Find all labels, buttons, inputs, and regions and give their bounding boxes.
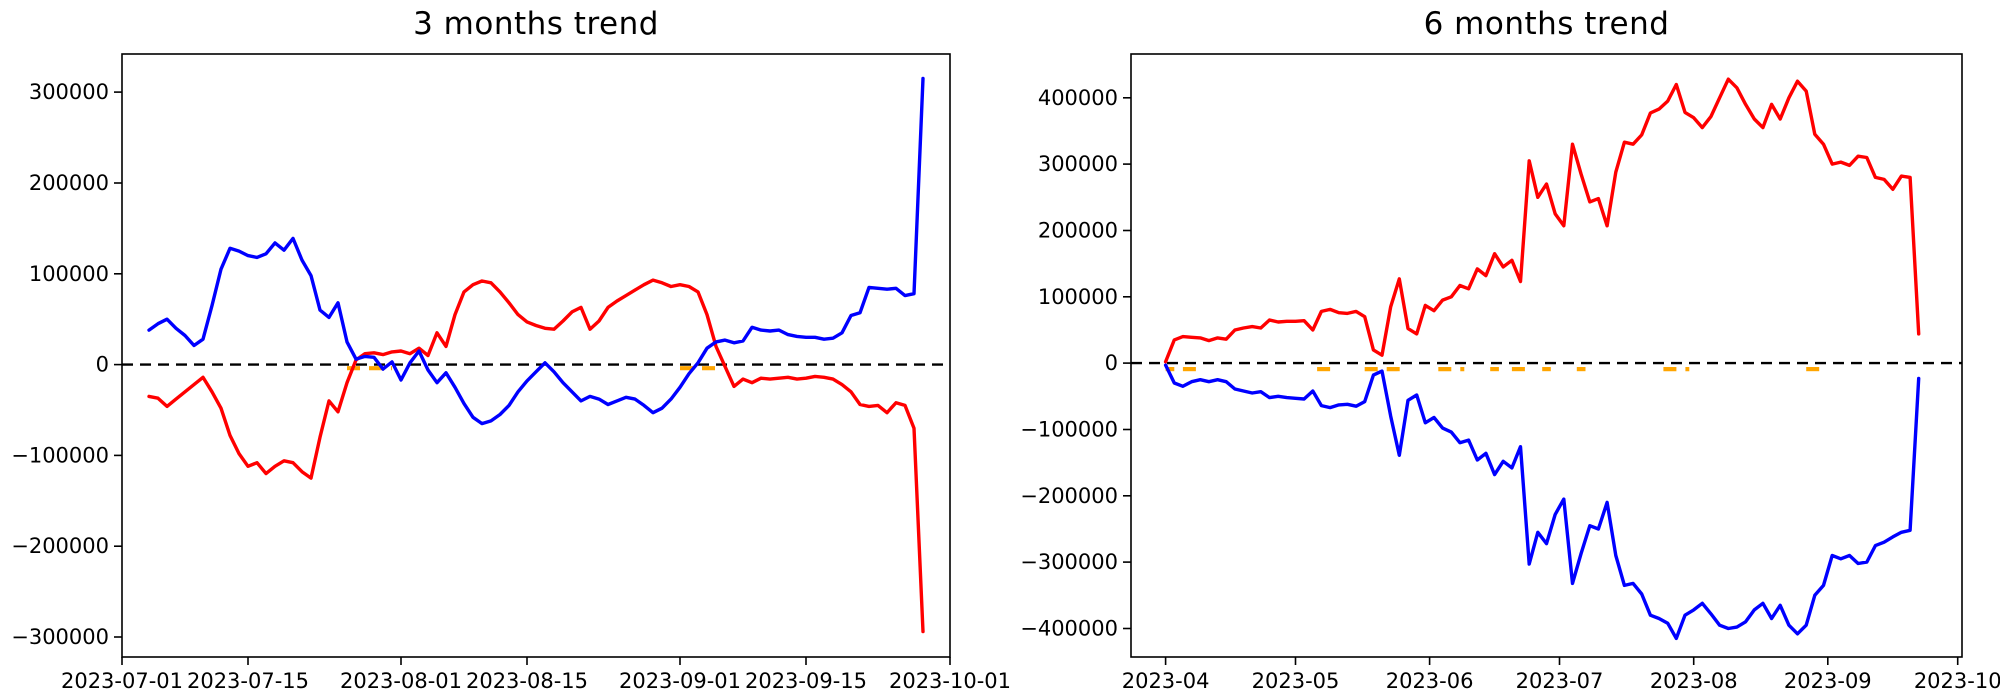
- x-tick-label: 2023-07: [1516, 669, 1604, 693]
- x-tick-label: 2023-06: [1386, 669, 1474, 693]
- blue-line: [1163, 363, 1921, 641]
- chart-title-6-months: 6 months trend: [1423, 6, 1670, 42]
- x-tick-label: 2023-09-15: [745, 669, 867, 693]
- x-tick-label: 2023-07-01: [61, 669, 183, 693]
- y-tick-label: 300000: [1038, 152, 1118, 176]
- x-tick-label: 2023-10-01: [889, 669, 1011, 693]
- x-tick-label: 2023-09: [1784, 669, 1872, 693]
- y-tick-label: 400000: [1038, 86, 1118, 110]
- x-tick-label: 2023-08-15: [466, 669, 588, 693]
- y-tick-label: −100000: [1020, 418, 1118, 442]
- x-tick-label: 2023-07-15: [187, 669, 309, 693]
- chart-title-3-months: 3 months trend: [413, 6, 659, 42]
- y-tick-label: −300000: [11, 625, 109, 649]
- plot-border: [121, 53, 951, 658]
- y-tick-label: −400000: [1020, 617, 1118, 641]
- y-tick-label: 0: [96, 353, 109, 377]
- x-tick-label: 2023-08-01: [340, 669, 462, 693]
- y-tick-label: 0: [1105, 351, 1118, 375]
- y-tick-label: 200000: [1038, 219, 1118, 243]
- y-tick-label: 200000: [29, 171, 109, 195]
- y-tick-label: −300000: [1020, 550, 1118, 574]
- x-tick-label: 2023-05: [1252, 669, 1340, 693]
- x-tick-label: 2023-08: [1650, 669, 1738, 693]
- blue-line: [147, 76, 925, 426]
- x-tick-label: 2023-09-01: [619, 669, 741, 693]
- x-tick-label: 2023-04: [1122, 669, 1210, 693]
- y-tick-label: 100000: [29, 262, 109, 286]
- plot-border: [1130, 53, 1963, 658]
- red-line: [1163, 77, 1921, 364]
- y-tick-label: −100000: [11, 443, 109, 467]
- y-tick-label: −200000: [1020, 484, 1118, 508]
- x-tick-label: 2023-10: [1914, 669, 2000, 693]
- red-line: [147, 278, 925, 634]
- y-tick-label: 300000: [29, 80, 109, 104]
- y-tick-label: 100000: [1038, 285, 1118, 309]
- y-tick-label: −200000: [11, 534, 109, 558]
